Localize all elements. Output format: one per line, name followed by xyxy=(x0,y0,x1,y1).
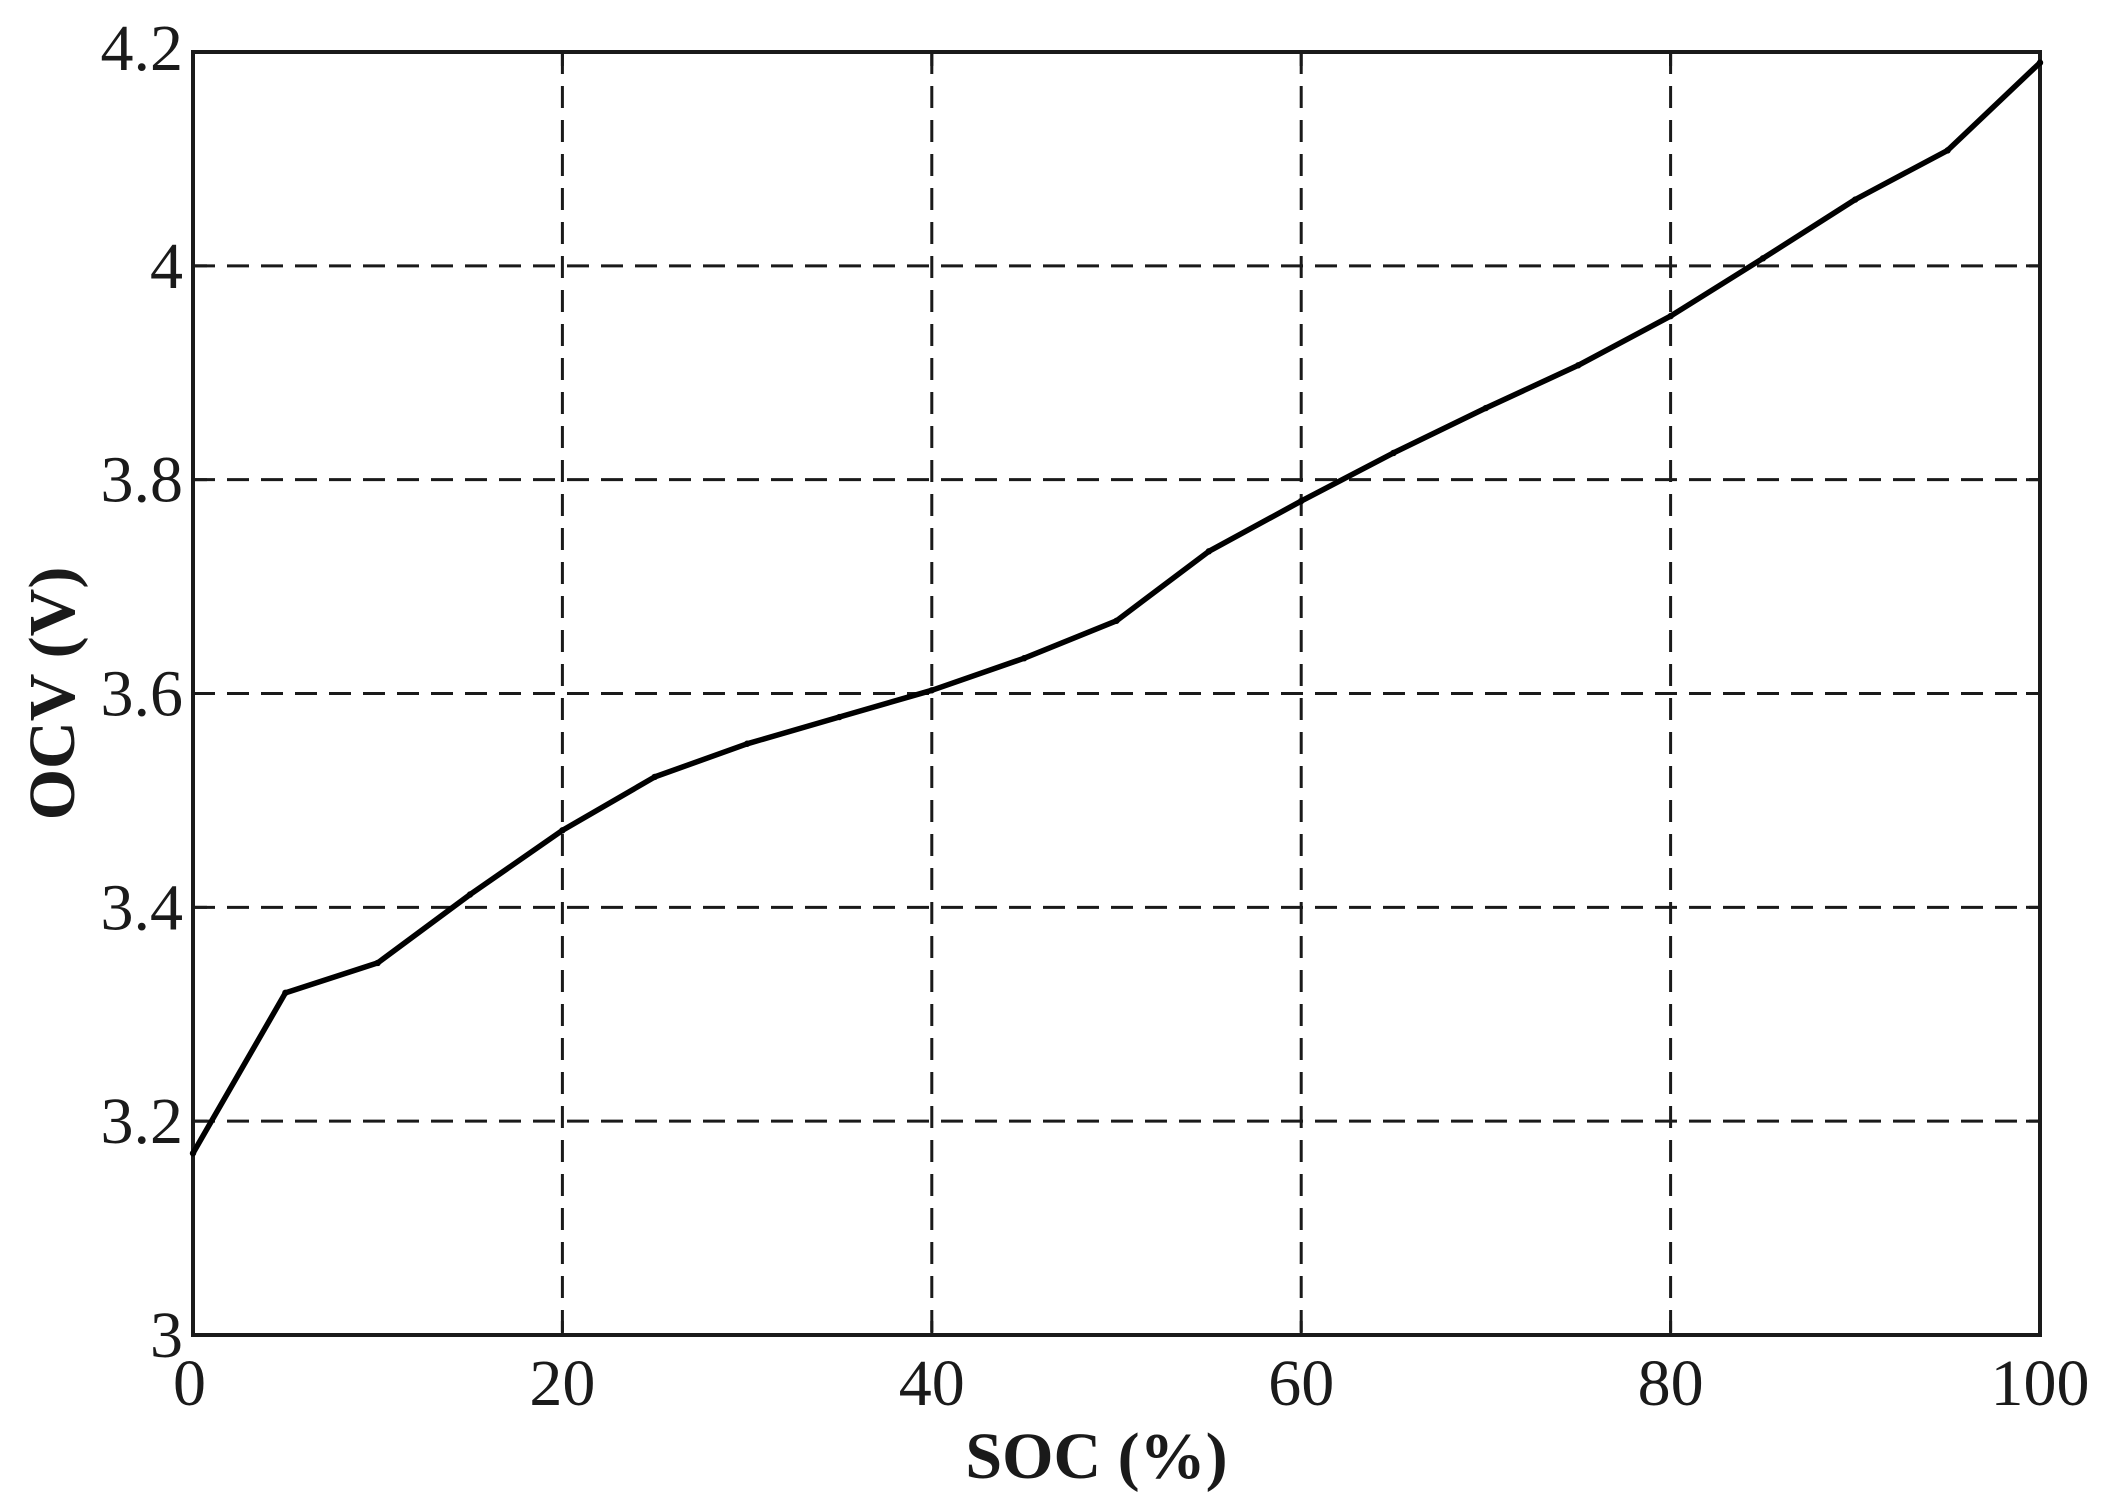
data-point-45 xyxy=(1020,655,1028,662)
y-tick-label-3: 3 xyxy=(150,1299,183,1372)
data-point-90 xyxy=(1852,196,1859,203)
x-tick-label-0: 0 xyxy=(173,1347,206,1420)
x-tick-labels: 0 20 40 60 80 100 xyxy=(173,1347,2090,1420)
y-tick-label-3.6: 3.6 xyxy=(101,658,184,731)
data-point-65 xyxy=(1390,449,1397,457)
x-tick-label-60: 60 xyxy=(1268,1347,1334,1420)
data-point-20 xyxy=(559,827,566,834)
series-group xyxy=(189,59,2044,1157)
y-tick-label-4: 4 xyxy=(150,230,183,303)
x-tick-label-20: 20 xyxy=(529,1347,595,1420)
data-point-25 xyxy=(651,773,658,781)
data-point-40 xyxy=(928,687,935,694)
y-tick-label-4.2: 4.2 xyxy=(101,12,184,85)
y-axis-title: OCV (V) xyxy=(16,567,89,821)
x-tick-label-80: 80 xyxy=(1638,1347,1704,1420)
y-tick-label-3.2: 3.2 xyxy=(101,1085,184,1158)
data-point-85 xyxy=(1759,255,1767,262)
data-point-80 xyxy=(1667,312,1674,320)
x-tick-label-40: 40 xyxy=(899,1347,965,1420)
data-point-70 xyxy=(1482,404,1490,412)
data-point-50 xyxy=(1113,617,1120,624)
data-point-55 xyxy=(1205,548,1213,555)
grid xyxy=(193,52,2040,1335)
y-tick-labels: 3 3.2 3.4 3.6 3.8 4 4.2 xyxy=(101,12,184,1372)
x-tick-label-100: 100 xyxy=(1991,1347,2090,1420)
x-axis-title: SOC (%) xyxy=(965,1420,1227,1493)
data-point-100 xyxy=(2036,59,2044,66)
data-point-95 xyxy=(1944,147,1951,154)
y-tick-label-3.8: 3.8 xyxy=(101,444,184,517)
y-tick-label-3.4: 3.4 xyxy=(101,871,184,944)
data-point-60 xyxy=(1298,497,1305,505)
data-point-75 xyxy=(1575,362,1582,369)
series-line-0 xyxy=(190,60,2042,1155)
data-point-15 xyxy=(466,891,474,898)
data-point-35 xyxy=(836,713,843,721)
data-point-10 xyxy=(374,959,381,967)
plot-frame xyxy=(191,50,2042,1337)
data-point-5 xyxy=(282,989,289,997)
data-point-30 xyxy=(743,740,751,747)
data-point-0 xyxy=(189,1150,197,1157)
tick-marks xyxy=(191,50,2042,1337)
